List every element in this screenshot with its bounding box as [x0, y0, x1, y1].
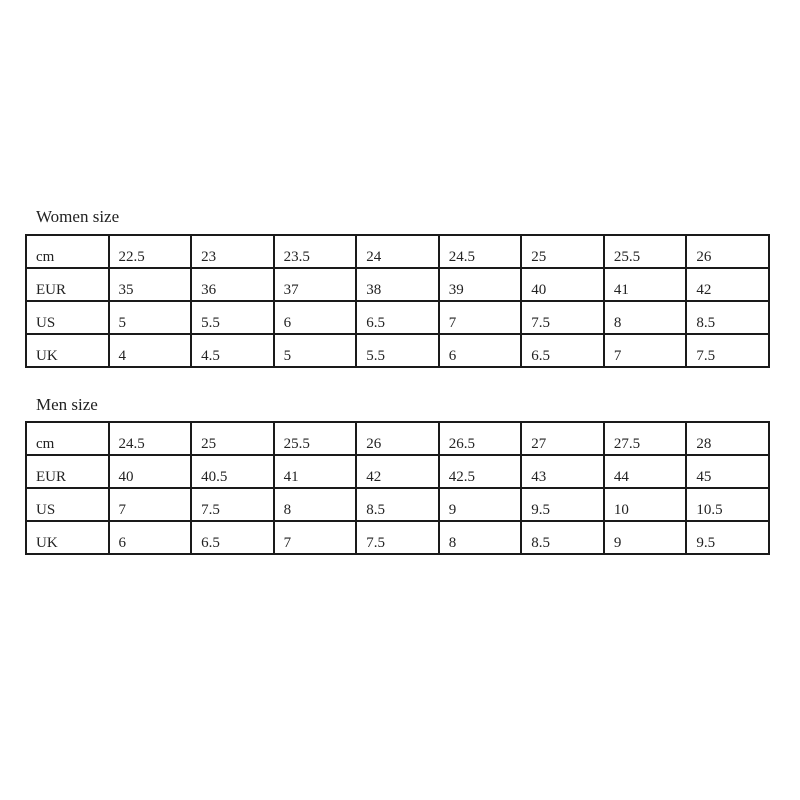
table-cell: 25 — [190, 421, 275, 456]
table-cell: 4.5 — [190, 333, 275, 368]
table-cell: 9 — [437, 487, 523, 522]
table-cell: 25.5 — [602, 234, 688, 269]
table-cell: 40 — [520, 267, 605, 302]
table-cell: 25 — [520, 234, 605, 269]
table-cell: 40 — [107, 454, 193, 489]
table-cell: 43 — [520, 454, 605, 489]
table-cell: 6 — [437, 333, 523, 368]
table-cell: 7.5 — [520, 300, 605, 335]
table-cell: 42.5 — [437, 454, 523, 489]
table-cell: 26 — [685, 234, 770, 269]
table-cell: 42 — [685, 267, 770, 302]
table-row: US 7 7.5 8 8.5 9 9.5 10 10.5 — [25, 487, 770, 522]
table-cell: 7.5 — [685, 333, 770, 368]
table-cell: 26 — [355, 421, 440, 456]
row-header-cell: UK — [25, 520, 110, 555]
women-size-table: cm 22.5 23 23.5 24 24.5 25 25.5 26 EUR 35 36 37 38 39 4… — [25, 234, 770, 368]
table-cell: 38 — [355, 267, 440, 302]
table-cell: 42 — [355, 454, 440, 489]
table-row: UK 6 6.5 7 7.5 8 8.5 9 9.5 — [25, 520, 770, 555]
table-cell: 7.5 — [355, 520, 440, 555]
table-cell: 24.5 — [437, 234, 523, 269]
row-header-cell: EUR — [25, 267, 110, 302]
table-cell: 8 — [437, 520, 523, 555]
table-cell: 9.5 — [685, 520, 770, 555]
table-cell: 27.5 — [602, 421, 688, 456]
table-cell: 6.5 — [520, 333, 605, 368]
table-cell: 7 — [437, 300, 523, 335]
table-cell: 5.5 — [190, 300, 275, 335]
table-cell: 22.5 — [107, 234, 193, 269]
table-cell: 25.5 — [272, 421, 358, 456]
table-cell: 41 — [272, 454, 358, 489]
table-cell: 23.5 — [272, 234, 358, 269]
table-cell: 24 — [355, 234, 440, 269]
table-cell: 5.5 — [355, 333, 440, 368]
table-row: EUR 40 40.5 41 42 42.5 43 44 45 — [25, 454, 770, 489]
table-cell: 41 — [602, 267, 688, 302]
table-row: UK 4 4.5 5 5.5 6 6.5 7 7.5 — [25, 333, 770, 368]
table-cell: 40.5 — [190, 454, 275, 489]
table-cell: 5 — [107, 300, 193, 335]
table-cell: 5 — [272, 333, 358, 368]
table-cell: 27 — [520, 421, 605, 456]
table-cell: 8.5 — [355, 487, 440, 522]
table-cell: 39 — [437, 267, 523, 302]
table-cell: 6.5 — [355, 300, 440, 335]
table-cell: 24.5 — [107, 421, 193, 456]
table-cell: 8.5 — [520, 520, 605, 555]
table-row: cm 24.5 25 25.5 26 26.5 27 27.5 28 — [25, 421, 770, 456]
table-cell: 23 — [190, 234, 275, 269]
table-cell: 37 — [272, 267, 358, 302]
table-cell: 6 — [107, 520, 193, 555]
table-cell: 4 — [107, 333, 193, 368]
table-cell: 45 — [685, 454, 770, 489]
table-row: cm 22.5 23 23.5 24 24.5 25 25.5 26 — [25, 234, 770, 269]
table-cell: 6 — [272, 300, 358, 335]
table-cell: 7.5 — [190, 487, 275, 522]
table-cell: 36 — [190, 267, 275, 302]
table-cell: 7 — [107, 487, 193, 522]
table-cell: 35 — [107, 267, 193, 302]
row-header-cell: US — [25, 300, 110, 335]
table-cell: 28 — [685, 421, 770, 456]
table-cell: 6.5 — [190, 520, 275, 555]
table-cell: 9 — [602, 520, 688, 555]
table-row: US 5 5.5 6 6.5 7 7.5 8 8.5 — [25, 300, 770, 335]
table-cell: 44 — [602, 454, 688, 489]
table-cell: 7 — [602, 333, 688, 368]
table-cell: 10 — [602, 487, 688, 522]
row-header-cell: EUR — [25, 454, 110, 489]
table-cell: 10.5 — [685, 487, 770, 522]
table-cell: 26.5 — [437, 421, 523, 456]
table-cell: 8 — [272, 487, 358, 522]
women-size-title: Women size — [36, 207, 120, 226]
row-header-cell: US — [25, 487, 110, 522]
row-header-cell: cm — [25, 421, 110, 456]
table-cell: 7 — [272, 520, 358, 555]
men-size-title: Men size — [36, 395, 98, 414]
table-row: EUR 35 36 37 38 39 40 41 42 — [25, 267, 770, 302]
table-cell: 9.5 — [520, 487, 605, 522]
table-cell: 8.5 — [685, 300, 770, 335]
table-cell: 8 — [602, 300, 688, 335]
men-size-table: cm 24.5 25 25.5 26 26.5 27 27.5 28 EUR 40 40.5 41 42 4… — [25, 421, 770, 555]
row-header-cell: UK — [25, 333, 110, 368]
row-header-cell: cm — [25, 234, 110, 269]
